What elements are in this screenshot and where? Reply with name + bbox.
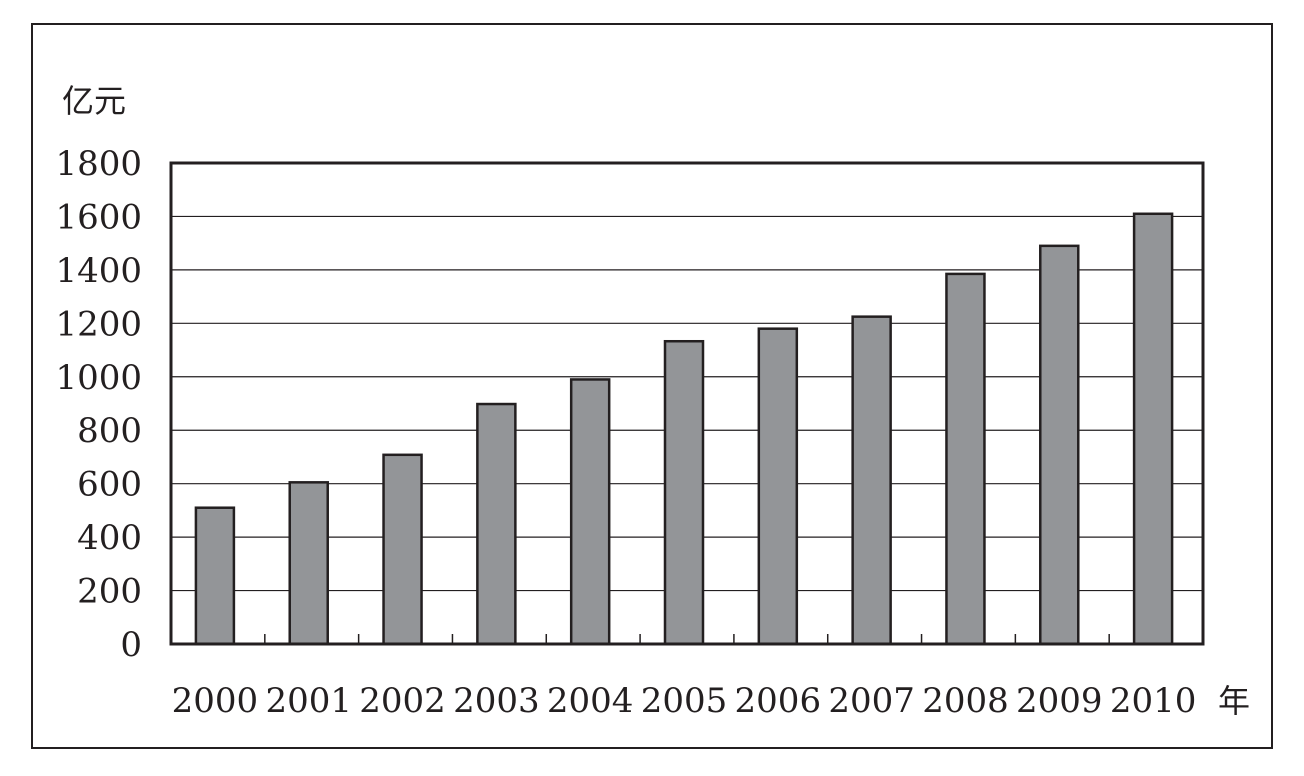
- plot-area-border: [169, 161, 1205, 646]
- x-tick-label: 2009: [1016, 681, 1103, 721]
- x-tick-label: 2006: [735, 681, 822, 721]
- x-tick-label: 2002: [359, 681, 446, 721]
- bar: [382, 453, 423, 646]
- y-tick-label: 400: [77, 518, 142, 558]
- y-tick-label: 1800: [55, 144, 142, 184]
- y-tick-label: 1400: [55, 251, 142, 291]
- x-tick-label: 2008: [922, 681, 1009, 721]
- bar: [476, 402, 517, 646]
- bar: [757, 327, 799, 646]
- y-axis-unit-label: 亿元: [62, 82, 126, 120]
- x-tick-label: 2001: [265, 681, 352, 721]
- bar: [288, 481, 329, 646]
- x-axis-unit-label: 年: [1218, 682, 1250, 720]
- x-tick-label: 2010: [1110, 681, 1197, 721]
- bar: [945, 272, 986, 646]
- y-tick-label: 0: [120, 625, 142, 665]
- bar: [663, 339, 705, 646]
- bar: [851, 315, 892, 646]
- bar: [1039, 244, 1080, 646]
- y-tick-label: 200: [77, 572, 142, 612]
- y-tick-label: 1000: [55, 358, 142, 398]
- y-tick-label: 1600: [55, 197, 142, 237]
- x-tick-label: 2003: [453, 681, 540, 721]
- x-tick-label: 2005: [641, 681, 728, 721]
- x-tick-label: 2004: [547, 681, 634, 721]
- y-tick-label: 600: [77, 465, 142, 505]
- x-tick-label: 2007: [828, 681, 915, 721]
- y-tick-label: 800: [77, 411, 142, 451]
- bar: [1132, 212, 1174, 646]
- x-tick-label: 2000: [172, 681, 259, 721]
- bar: [569, 378, 611, 646]
- bar: [194, 506, 236, 646]
- y-tick-label: 1200: [55, 304, 142, 344]
